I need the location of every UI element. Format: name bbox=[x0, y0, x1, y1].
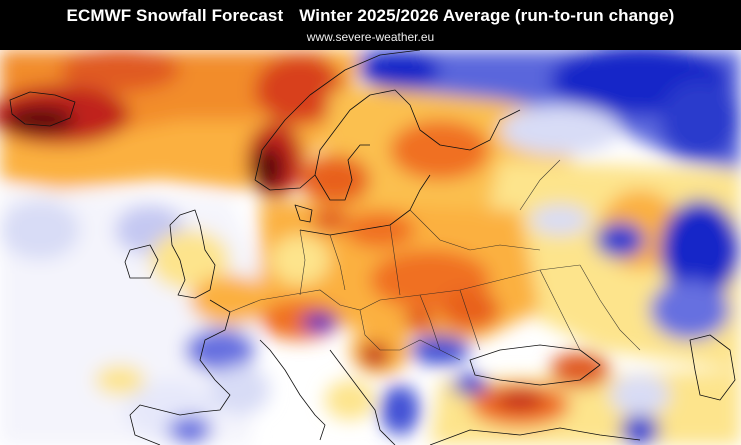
country-borders bbox=[229, 159, 641, 361]
map-title: ECMWF Snowfall Forecast Winter 2025/2026 … bbox=[0, 6, 741, 26]
map-svg bbox=[0, 50, 741, 445]
website-url: www.severe-weather.eu bbox=[306, 30, 435, 44]
header-bar: ECMWF Snowfall Forecast Winter 2025/2026 … bbox=[0, 0, 741, 50]
title-period: Winter 2025/2026 Average (run-to-run cha… bbox=[299, 6, 675, 25]
coastlines bbox=[9, 50, 736, 445]
title-main: ECMWF Snowfall Forecast bbox=[66, 6, 284, 25]
anomaly-field bbox=[0, 50, 741, 445]
snowfall-map bbox=[0, 50, 741, 445]
